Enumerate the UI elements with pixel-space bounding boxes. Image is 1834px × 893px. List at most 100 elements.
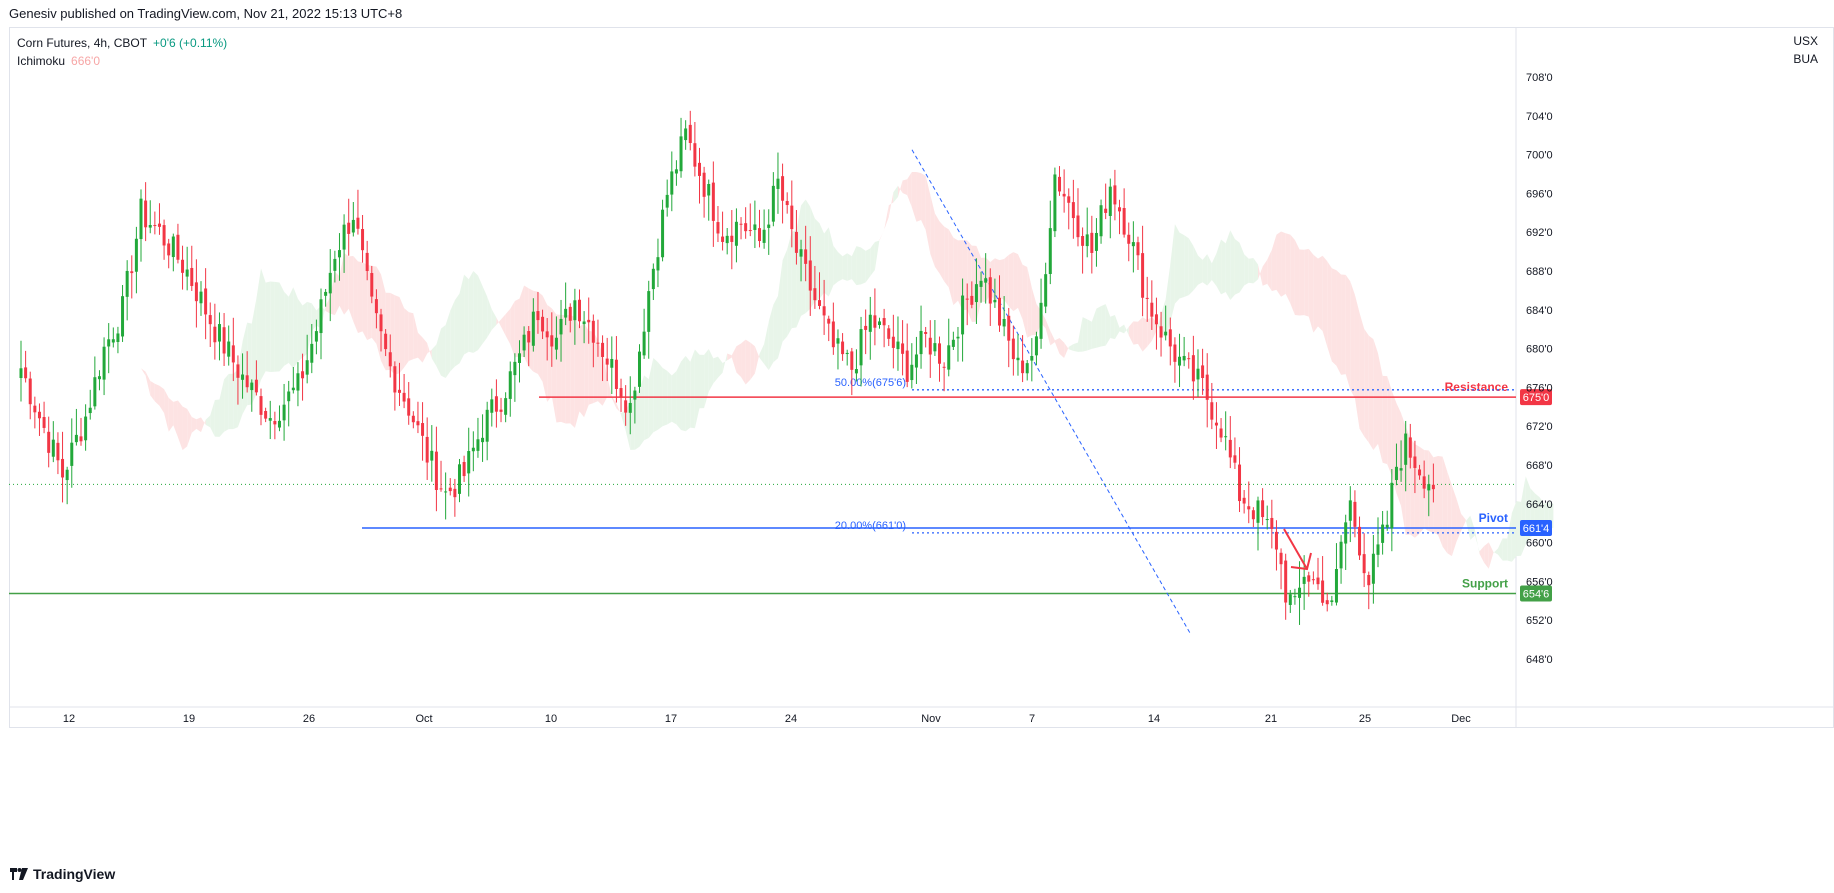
candle-body[interactable] [1288, 594, 1292, 605]
candle-body[interactable] [979, 280, 983, 287]
candle-body[interactable] [254, 379, 258, 393]
candle-body[interactable] [167, 243, 171, 256]
candle-body[interactable] [88, 407, 92, 414]
candle-body[interactable] [1307, 575, 1311, 582]
candle-body[interactable] [282, 404, 286, 421]
candle-body[interactable] [379, 314, 383, 332]
candle-body[interactable] [804, 249, 808, 264]
candle-body[interactable] [1330, 600, 1334, 603]
candle-body[interactable] [961, 295, 965, 335]
candle-body[interactable] [527, 331, 531, 343]
candle-body[interactable] [601, 342, 605, 357]
candle-body[interactable] [1408, 437, 1412, 458]
candle-body[interactable] [268, 418, 272, 421]
candle-body[interactable] [1265, 519, 1269, 521]
symbol-label[interactable]: Corn Futures, 4h, CBOT [17, 36, 148, 50]
candle-body[interactable] [799, 249, 803, 257]
candle-body[interactable] [1025, 363, 1029, 374]
candle-body[interactable] [74, 434, 78, 443]
candle-body[interactable] [651, 268, 655, 290]
candle-body[interactable] [633, 390, 637, 400]
candle-body[interactable] [591, 320, 595, 343]
candle-body[interactable] [504, 398, 508, 415]
candle-body[interactable] [896, 341, 900, 350]
candle-body[interactable] [250, 382, 254, 391]
candle-body[interactable] [236, 364, 240, 378]
candle-body[interactable] [1316, 577, 1320, 585]
candle-body[interactable] [121, 296, 125, 337]
candle-body[interactable] [217, 324, 221, 342]
candle-body[interactable] [1034, 336, 1038, 356]
candle-body[interactable] [1030, 356, 1034, 361]
candle-body[interactable] [1141, 253, 1145, 298]
candle-body[interactable] [721, 236, 725, 242]
candle-body[interactable] [499, 409, 503, 412]
candle-body[interactable] [873, 315, 877, 328]
candle-body[interactable] [1431, 484, 1435, 490]
candle-body[interactable] [624, 400, 628, 413]
candle-body[interactable] [859, 329, 863, 366]
candle-body[interactable] [1376, 544, 1380, 555]
candle-body[interactable] [734, 221, 738, 246]
candle-body[interactable] [1150, 302, 1154, 317]
candle-body[interactable] [891, 336, 895, 348]
candle-body[interactable] [942, 366, 946, 368]
candle-body[interactable] [296, 373, 300, 391]
candle-body[interactable] [674, 169, 678, 174]
candle-body[interactable] [264, 410, 268, 419]
candle-body[interactable] [1007, 315, 1011, 341]
candle-body[interactable] [1238, 464, 1242, 502]
candle-body[interactable] [421, 423, 425, 436]
candle-body[interactable] [1062, 193, 1066, 197]
candle-body[interactable] [1016, 357, 1020, 361]
candle-body[interactable] [93, 377, 97, 407]
candle-body[interactable] [771, 185, 775, 222]
candle-body[interactable] [430, 450, 434, 461]
candle-body[interactable] [1251, 510, 1255, 520]
candle-body[interactable] [1122, 208, 1126, 235]
candle-body[interactable] [970, 295, 974, 305]
candle-body[interactable] [388, 352, 392, 367]
candle-body[interactable] [725, 235, 729, 244]
candle-body[interactable] [416, 421, 420, 426]
candle-body[interactable] [37, 411, 41, 419]
candle-body[interactable] [305, 360, 309, 375]
candle-body[interactable] [1311, 579, 1315, 581]
candle-body[interactable] [813, 288, 817, 301]
candle-body[interactable] [1021, 360, 1025, 374]
candle-body[interactable] [513, 361, 517, 376]
candle-body[interactable] [148, 225, 152, 228]
candle-body[interactable] [790, 205, 794, 230]
candle-body[interactable] [471, 447, 475, 452]
candle-body[interactable] [1325, 600, 1329, 605]
candle-body[interactable] [1205, 374, 1209, 400]
candle-body[interactable] [116, 333, 120, 343]
candle-body[interactable] [808, 260, 812, 291]
candle-body[interactable] [1413, 456, 1417, 468]
candle-body[interactable] [1371, 553, 1375, 584]
candle-body[interactable] [1418, 469, 1422, 476]
candle-body[interactable] [730, 235, 734, 242]
candle-body[interactable] [998, 297, 1002, 326]
candle-body[interactable] [171, 236, 175, 258]
candle-body[interactable] [619, 388, 623, 398]
candle-body[interactable] [748, 230, 752, 232]
candle-body[interactable] [444, 491, 448, 493]
candle-body[interactable] [1279, 552, 1283, 565]
candle-body[interactable] [1427, 484, 1431, 491]
candle-body[interactable] [107, 339, 111, 347]
candle-body[interactable] [716, 222, 720, 234]
candle-body[interactable] [384, 333, 388, 350]
candle-body[interactable] [490, 399, 494, 413]
candle-body[interactable] [1085, 234, 1089, 247]
candle-body[interactable] [864, 325, 868, 330]
candle-body[interactable] [314, 331, 318, 342]
candle-body[interactable] [102, 346, 106, 380]
candle-body[interactable] [139, 198, 143, 240]
candle-body[interactable] [70, 442, 74, 466]
candle-body[interactable] [550, 335, 554, 347]
candle-body[interactable] [1048, 228, 1052, 275]
candle-body[interactable] [411, 415, 415, 423]
candlestick-chart[interactable]: Resistance 675'0 Pivot 661'4 Support 654'6 50.… [9, 27, 1834, 857]
candle-body[interactable] [1228, 439, 1232, 458]
